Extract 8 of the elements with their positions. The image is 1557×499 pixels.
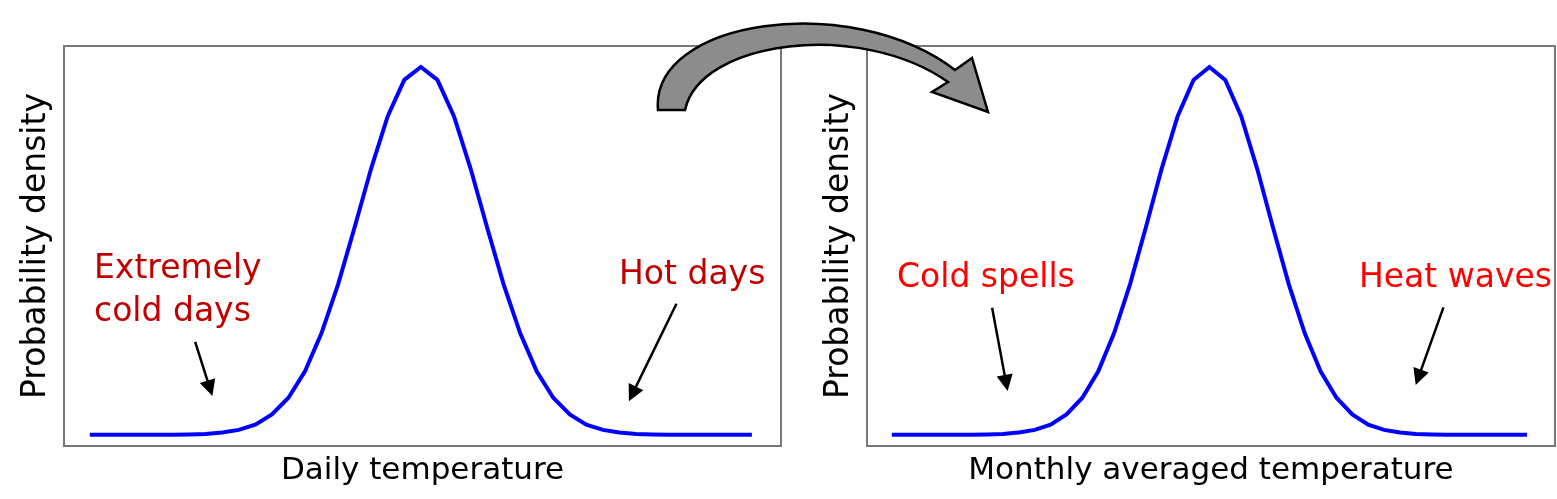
annotation: Hot days xyxy=(619,253,766,292)
annotation: Cold spells xyxy=(897,256,1075,295)
annotation: Extremely cold days xyxy=(94,247,262,329)
annotation: Heat waves xyxy=(1359,256,1553,295)
y-axis-title: Probability density xyxy=(816,93,856,399)
x-axis-title: Daily temperature xyxy=(280,450,565,487)
x-axis-title: Monthly averaged temperature xyxy=(968,450,1454,487)
y-axis-title: Probability density xyxy=(13,93,53,399)
